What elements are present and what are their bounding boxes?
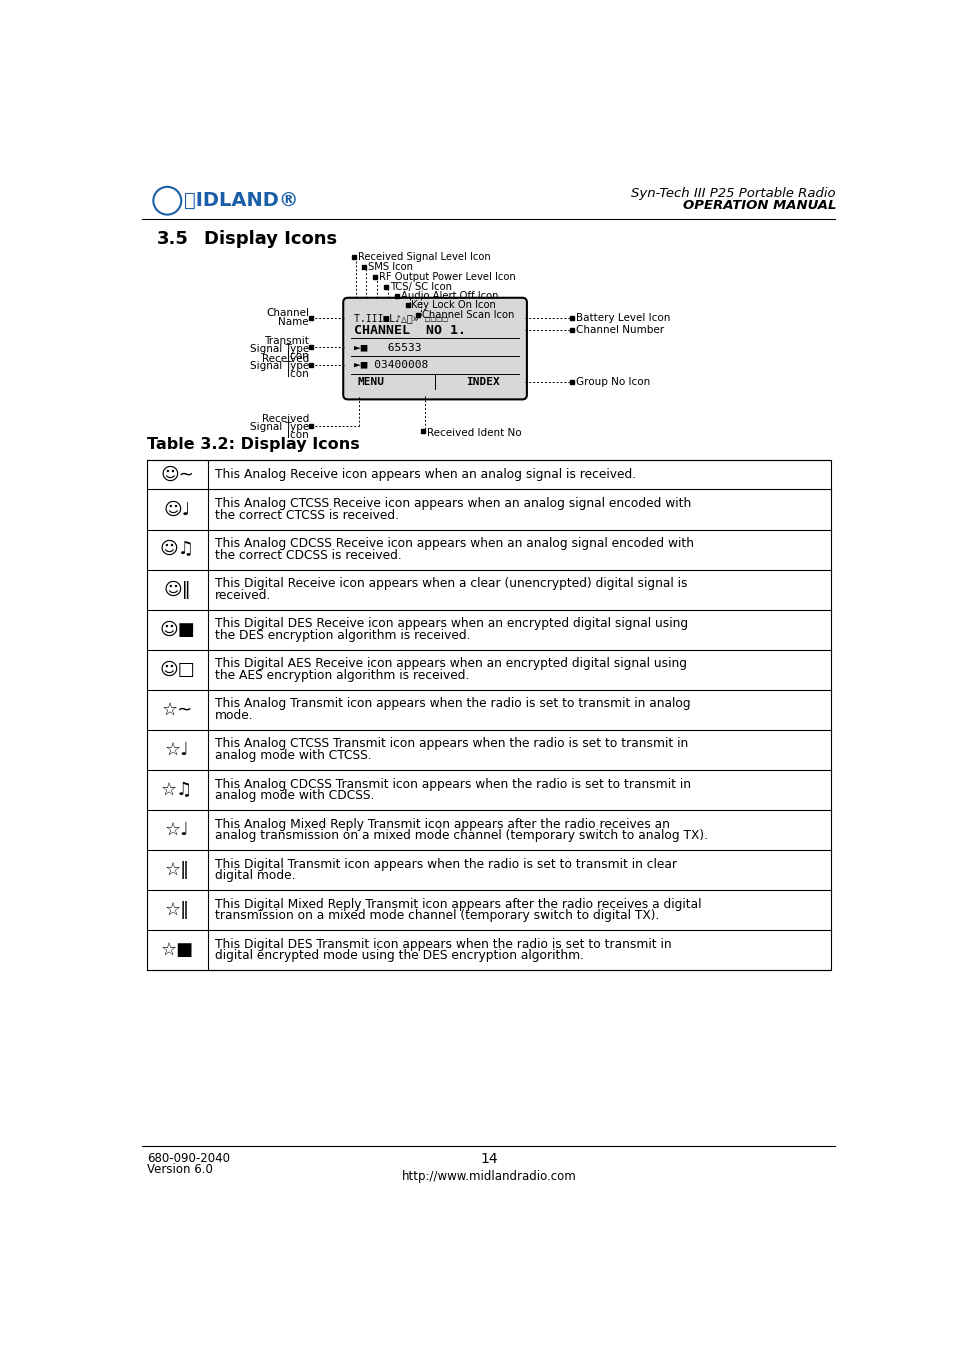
Text: Signal Type: Signal Type bbox=[250, 343, 309, 354]
Text: the correct CDCSS is received.: the correct CDCSS is received. bbox=[215, 549, 401, 562]
Text: Key Lock On Icon: Key Lock On Icon bbox=[411, 300, 496, 311]
Text: Channel Number: Channel Number bbox=[575, 324, 663, 335]
Text: the DES encryption algorithm is received.: the DES encryption algorithm is received… bbox=[215, 629, 471, 642]
Text: ☺♩: ☺♩ bbox=[164, 500, 191, 519]
Text: This Analog Receive icon appears when an analog signal is received.: This Analog Receive icon appears when an… bbox=[215, 468, 636, 481]
Text: Received Ident No: Received Ident No bbox=[427, 429, 521, 438]
Text: This Digital Mixed Reply Transmit icon appears after the radio receives a digita: This Digital Mixed Reply Transmit icon a… bbox=[215, 898, 701, 911]
Text: ☺■: ☺■ bbox=[159, 621, 195, 638]
Text: CHANNEL  NO 1.: CHANNEL NO 1. bbox=[354, 323, 466, 337]
Text: RF Output Power Level Icon: RF Output Power Level Icon bbox=[378, 272, 515, 283]
Text: This Analog Mixed Reply Transmit icon appears after the radio receives an: This Analog Mixed Reply Transmit icon ap… bbox=[215, 818, 670, 830]
Text: Channel: Channel bbox=[266, 308, 309, 318]
Text: ☆‖: ☆‖ bbox=[165, 900, 190, 919]
Text: This Digital Transmit icon appears when the radio is set to transmit in clear: This Digital Transmit icon appears when … bbox=[215, 857, 677, 871]
Text: INDEX: INDEX bbox=[466, 377, 500, 387]
Text: This Digital DES Transmit icon appears when the radio is set to transmit in: This Digital DES Transmit icon appears w… bbox=[215, 938, 671, 950]
Text: ☺‖: ☺‖ bbox=[163, 580, 191, 599]
Text: This Analog CTCSS Receive icon appears when an analog signal encoded with: This Analog CTCSS Receive icon appears w… bbox=[215, 498, 691, 510]
Text: ☺□: ☺□ bbox=[159, 661, 195, 679]
Text: the correct CTCSS is received.: the correct CTCSS is received. bbox=[215, 508, 399, 522]
Text: the AES encryption algorithm is received.: the AES encryption algorithm is received… bbox=[215, 669, 469, 681]
Text: Received: Received bbox=[262, 415, 309, 425]
Text: analog mode with CTCSS.: analog mode with CTCSS. bbox=[215, 749, 372, 763]
Text: SMS Icon: SMS Icon bbox=[368, 262, 413, 272]
Text: MENU: MENU bbox=[357, 377, 384, 387]
Text: This Digital DES Receive icon appears when an encrypted digital signal using: This Digital DES Receive icon appears wh… bbox=[215, 618, 688, 630]
Text: Table 3.2: Display Icons: Table 3.2: Display Icons bbox=[147, 437, 359, 453]
Text: Battery Level Icon: Battery Level Icon bbox=[575, 312, 669, 323]
Text: Display Icons: Display Icons bbox=[204, 230, 337, 249]
Text: ⓂIDLAND®: ⓂIDLAND® bbox=[184, 191, 298, 211]
Text: Received: Received bbox=[262, 354, 309, 364]
Text: Channel Scan Icon: Channel Scan Icon bbox=[422, 310, 514, 319]
FancyBboxPatch shape bbox=[343, 297, 526, 399]
Text: ☆‖: ☆‖ bbox=[165, 861, 190, 879]
Text: analog mode with CDCSS.: analog mode with CDCSS. bbox=[215, 790, 375, 802]
Text: TCS/ SC Icon: TCS/ SC Icon bbox=[390, 283, 452, 292]
Text: Signal Type: Signal Type bbox=[250, 361, 309, 372]
Text: This Analog CDCSS Receive icon appears when an analog signal encoded with: This Analog CDCSS Receive icon appears w… bbox=[215, 537, 694, 550]
Text: ☆♫: ☆♫ bbox=[161, 781, 193, 799]
Text: ►■   65533: ►■ 65533 bbox=[354, 342, 421, 352]
Text: Transmit: Transmit bbox=[264, 335, 309, 346]
Text: This Analog CTCSS Transmit icon appears when the radio is set to transmit in: This Analog CTCSS Transmit icon appears … bbox=[215, 737, 688, 750]
Text: ☆♩: ☆♩ bbox=[165, 741, 190, 758]
Text: transmission on a mixed mode channel (temporary switch to digital TX).: transmission on a mixed mode channel (te… bbox=[215, 909, 659, 922]
Text: received.: received. bbox=[215, 589, 272, 602]
Text: Syn-Tech III P25 Portable Radio: Syn-Tech III P25 Portable Radio bbox=[631, 188, 835, 200]
Text: http://www.midlandradio.com: http://www.midlandradio.com bbox=[401, 1169, 576, 1183]
Text: This Digital AES Receive icon appears when an encrypted digital signal using: This Digital AES Receive icon appears wh… bbox=[215, 657, 686, 671]
Text: OPERATION MANUAL: OPERATION MANUAL bbox=[682, 199, 835, 212]
Text: Version 6.0: Version 6.0 bbox=[147, 1163, 213, 1176]
Text: Received Signal Level Icon: Received Signal Level Icon bbox=[357, 251, 490, 262]
Text: 680-090-2040: 680-090-2040 bbox=[147, 1152, 230, 1165]
Text: Icon: Icon bbox=[287, 352, 309, 361]
Text: Signal Type: Signal Type bbox=[250, 422, 309, 433]
Text: Group No Icon: Group No Icon bbox=[575, 377, 649, 387]
Text: ☺∼: ☺∼ bbox=[160, 466, 194, 484]
Text: ☆■: ☆■ bbox=[161, 941, 193, 959]
Text: Audio Alert Off Icon: Audio Alert Off Icon bbox=[400, 291, 497, 301]
Text: Icon: Icon bbox=[287, 369, 309, 379]
Text: ☺♫: ☺♫ bbox=[160, 541, 194, 558]
Text: mode.: mode. bbox=[215, 708, 253, 722]
Text: ☆♩: ☆♩ bbox=[165, 821, 190, 838]
Bar bbox=[147, 460, 830, 969]
Text: digital mode.: digital mode. bbox=[215, 869, 295, 882]
Text: 3.5: 3.5 bbox=[156, 230, 188, 249]
Text: This Digital Receive icon appears when a clear (unencrypted) digital signal is: This Digital Receive icon appears when a… bbox=[215, 577, 687, 591]
Text: This Analog Transmit icon appears when the radio is set to transmit in analog: This Analog Transmit icon appears when t… bbox=[215, 698, 690, 710]
Text: analog transmission on a mixed mode channel (temporary switch to analog TX).: analog transmission on a mixed mode chan… bbox=[215, 829, 708, 842]
Text: 14: 14 bbox=[479, 1152, 497, 1165]
Text: This Analog CDCSS Transmit icon appears when the radio is set to transmit in: This Analog CDCSS Transmit icon appears … bbox=[215, 777, 691, 791]
Text: Icon: Icon bbox=[287, 430, 309, 439]
Text: ☆∼: ☆∼ bbox=[162, 700, 193, 719]
Text: T.III■L♪△ẞ» ☐☐☐☐: T.III■L♪△ẞ» ☐☐☐☐ bbox=[354, 312, 448, 323]
Text: Name: Name bbox=[278, 316, 309, 327]
Text: digital encrypted mode using the DES encryption algorithm.: digital encrypted mode using the DES enc… bbox=[215, 949, 584, 963]
Text: ►■ 03400008: ►■ 03400008 bbox=[354, 360, 428, 369]
